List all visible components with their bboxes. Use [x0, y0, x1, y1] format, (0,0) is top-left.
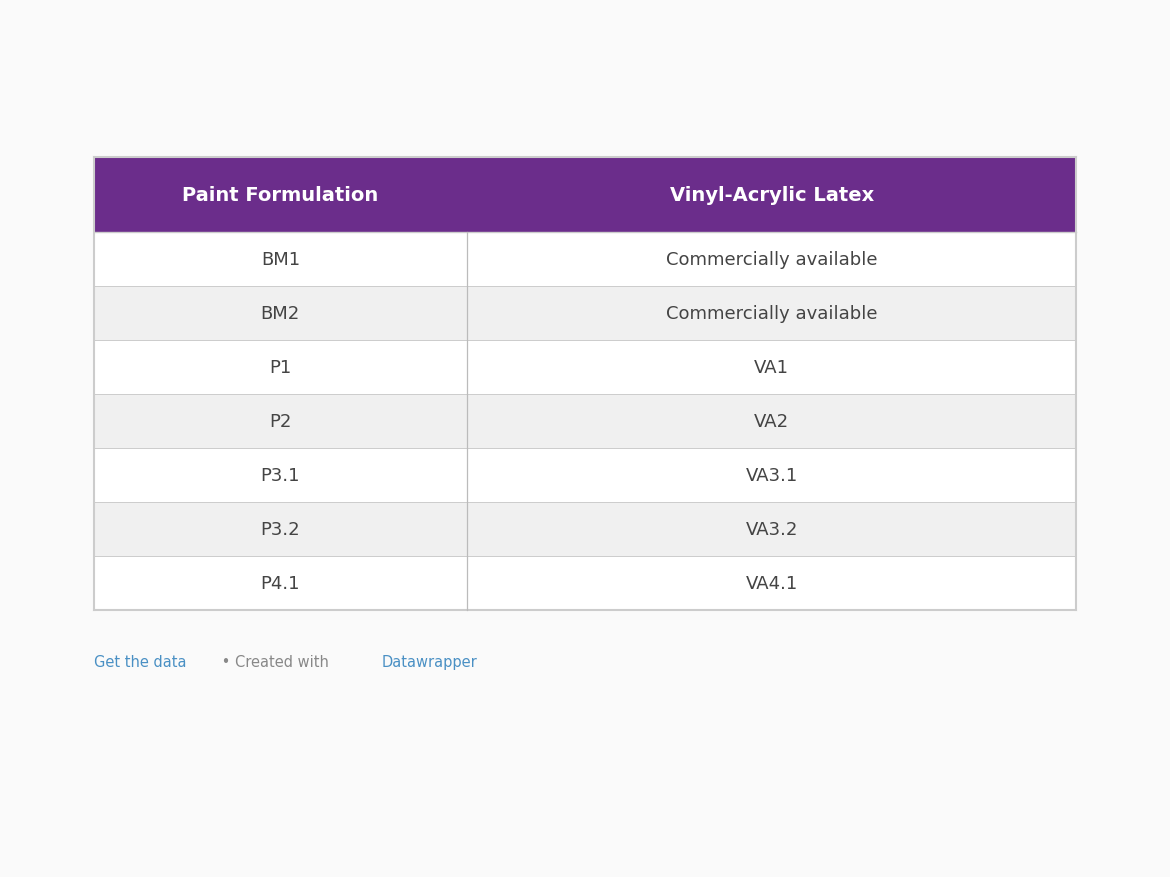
Bar	[94, 232, 1076, 286]
Text: Vinyl-Acrylic Latex: Vinyl-Acrylic Latex	[669, 186, 874, 204]
Text: Commercially available: Commercially available	[666, 250, 878, 268]
Text: VA2: VA2	[755, 412, 790, 431]
Text: P1: P1	[269, 358, 291, 376]
Bar	[94, 556, 1076, 610]
Text: BM2: BM2	[261, 304, 300, 323]
Text: BM1: BM1	[261, 250, 300, 268]
Text: Paint Formulation: Paint Formulation	[183, 186, 378, 204]
Bar	[94, 286, 1076, 340]
Bar	[94, 340, 1076, 395]
Bar	[94, 448, 1076, 502]
Text: Get the data: Get the data	[94, 654, 186, 669]
Text: VA4.1: VA4.1	[745, 574, 798, 592]
Text: • Created with: • Created with	[218, 654, 333, 669]
Text: P2: P2	[269, 412, 291, 431]
Bar	[94, 395, 1076, 448]
Text: VA3.2: VA3.2	[745, 520, 798, 538]
Text: Datawrapper: Datawrapper	[381, 654, 477, 669]
Text: P4.1: P4.1	[261, 574, 300, 592]
Text: VA3.1: VA3.1	[745, 466, 798, 484]
Text: P3.2: P3.2	[261, 520, 301, 538]
Bar	[94, 158, 1076, 232]
Text: VA1: VA1	[755, 358, 790, 376]
Bar	[94, 502, 1076, 556]
Text: Commercially available: Commercially available	[666, 304, 878, 323]
Text: P3.1: P3.1	[261, 466, 300, 484]
